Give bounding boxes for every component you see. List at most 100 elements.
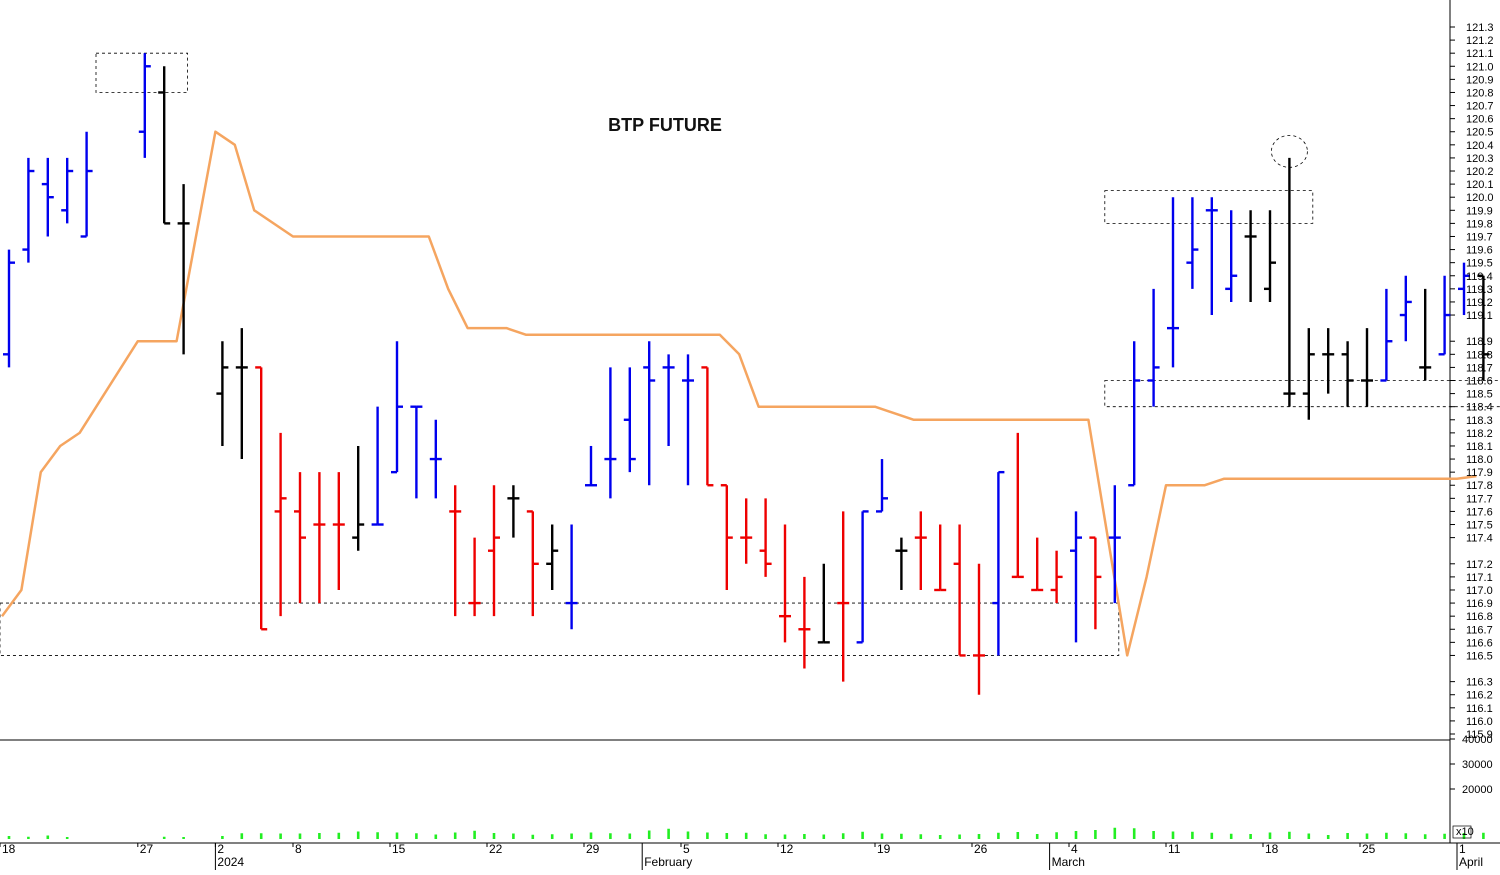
date-tick-label: 12 xyxy=(780,842,794,856)
date-tick-label: 22 xyxy=(489,842,503,856)
ohlc-bar xyxy=(1341,341,1354,407)
overlays xyxy=(0,52,1500,656)
ohlc-bar xyxy=(3,249,15,368)
ohlc-bar xyxy=(1264,210,1276,302)
ohlc-bar xyxy=(953,524,966,657)
ohlc-bar xyxy=(294,472,306,604)
price-tick-label: 118.3 xyxy=(1466,415,1493,427)
ohlc-bar xyxy=(61,157,74,224)
ohlc-bar xyxy=(1399,275,1412,342)
price-tick-label: 119.4 xyxy=(1466,271,1493,283)
price-tick-label: 116.7 xyxy=(1466,624,1493,636)
date-tick-label: 19 xyxy=(877,842,891,856)
price-tick-label: 116.8 xyxy=(1466,611,1493,623)
ohlc-bar xyxy=(1361,328,1373,407)
price-tick-label: 117.4 xyxy=(1466,533,1493,545)
price-tick-label: 118.1 xyxy=(1466,441,1493,453)
ohlc-bar xyxy=(332,472,345,590)
price-tick-label: 116.6 xyxy=(1466,637,1493,649)
ohlc-bar xyxy=(914,511,927,590)
date-tick-label: 15 xyxy=(392,842,406,856)
price-tick-label: 119.6 xyxy=(1466,245,1493,257)
price-tick-label: 119.5 xyxy=(1466,258,1493,270)
price-tick-label: 117.5 xyxy=(1466,520,1493,532)
date-tick-label: 1 xyxy=(1459,842,1466,856)
price-tick-label: 116.0 xyxy=(1466,716,1493,728)
volume-tick-label: 40000 xyxy=(1462,734,1493,746)
price-tick-label: 117.9 xyxy=(1466,467,1493,479)
ohlc-bar xyxy=(1225,210,1238,302)
month-label: 2024 xyxy=(217,855,244,869)
ohlc-bar xyxy=(1419,288,1432,381)
dashed-box xyxy=(95,52,188,93)
ohlc-bar xyxy=(138,53,151,158)
price-tick-label: 116.9 xyxy=(1466,598,1493,610)
price-tick-label: 119.7 xyxy=(1466,231,1493,243)
price-tick-label: 118.8 xyxy=(1466,349,1493,361)
ohlc-bar xyxy=(1205,197,1218,316)
date-tick-label: 29 xyxy=(586,842,600,856)
ohlc-bar xyxy=(274,432,287,617)
price-tick-label: 119.3 xyxy=(1466,284,1493,296)
price-tick-label: 116.5 xyxy=(1466,650,1493,662)
ohlc-bar xyxy=(720,484,733,590)
ohlc-bar xyxy=(177,184,190,355)
ohlc-bar xyxy=(80,131,93,238)
ohlc-bar xyxy=(798,576,811,669)
dashed-box xyxy=(1104,380,1500,408)
ohlc-bar xyxy=(255,366,268,631)
ohlc-bar xyxy=(158,66,171,225)
ohlc-bar xyxy=(1167,197,1179,368)
ohlc-bar xyxy=(740,498,753,564)
price-tick-label: 120.5 xyxy=(1466,127,1494,139)
ohlc-bar xyxy=(779,524,791,643)
ohlc-bar xyxy=(876,459,888,513)
ohlc-bar xyxy=(1050,550,1063,604)
date-tick-label: 18 xyxy=(1265,842,1279,856)
ohlc-bar xyxy=(1283,157,1296,407)
price-tick-label: 117.2 xyxy=(1466,559,1493,571)
trailing-stop-line xyxy=(0,130,1477,657)
date-tick-label: 11 xyxy=(1168,842,1181,856)
ohlc-bar xyxy=(429,419,442,499)
ohlc-bar xyxy=(1186,197,1199,289)
price-tick-label: 118.2 xyxy=(1466,428,1493,440)
ohlc-bar xyxy=(837,511,850,682)
ohlc-bar xyxy=(546,524,559,590)
month-label: April xyxy=(1459,855,1483,869)
ohlc-bar xyxy=(643,341,656,486)
ohlc-bar xyxy=(1380,288,1393,382)
ohlc-bar xyxy=(817,563,830,644)
date-tick-label: 27 xyxy=(140,842,154,856)
price-tick-label: 120.9 xyxy=(1466,74,1494,86)
volume-multiplier-label: x10 xyxy=(1456,826,1474,838)
ohlc-bar xyxy=(488,485,500,617)
price-tick-label: 120.7 xyxy=(1466,101,1494,113)
price-tick-label: 120.1 xyxy=(1466,179,1494,191)
ohlc-bar xyxy=(1477,274,1490,381)
price-tick-label: 116.2 xyxy=(1466,690,1493,702)
ohlc-bar xyxy=(1070,511,1082,643)
price-tick-label: 115.9 xyxy=(1466,729,1493,741)
ohlc-bar xyxy=(973,563,985,695)
price-bars xyxy=(3,53,1490,695)
price-tick-label: 121.3 xyxy=(1466,22,1494,34)
ohlc-bar xyxy=(371,406,384,526)
date-tick-label: 4 xyxy=(1071,842,1078,856)
ohlc-bar xyxy=(22,157,35,263)
ohlc-bar xyxy=(934,524,947,592)
ohlc-bar xyxy=(352,445,365,551)
ohlc-bar xyxy=(701,366,714,487)
price-tick-label: 121.2 xyxy=(1466,35,1494,47)
price-tick-label: 119.1 xyxy=(1466,310,1493,322)
ohlc-bar xyxy=(662,354,675,446)
price-tick-label: 117.8 xyxy=(1466,480,1493,492)
month-label: March xyxy=(1052,855,1085,869)
price-tick-label: 117.0 xyxy=(1466,585,1493,597)
trailing-stop-layer xyxy=(0,130,1477,657)
price-tick-label: 118.5 xyxy=(1466,389,1493,401)
volume-multiplier-box xyxy=(1452,825,1472,839)
ohlc-bar xyxy=(410,405,423,499)
